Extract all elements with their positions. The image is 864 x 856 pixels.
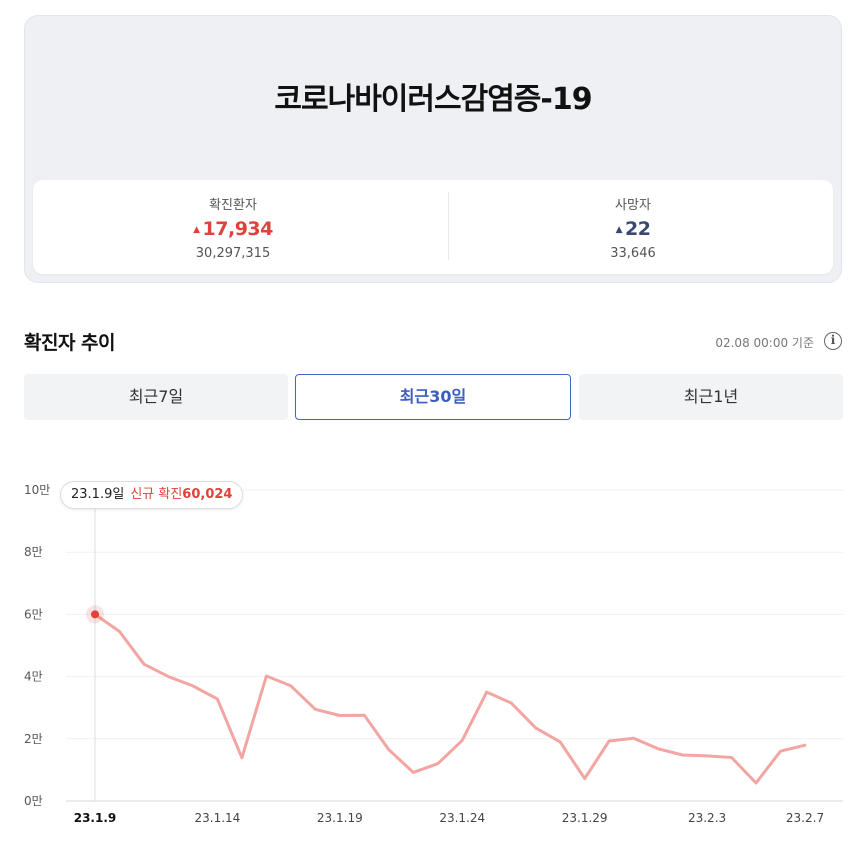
trend-section-title: 확진자 추이 [24, 332, 116, 354]
confirmed-label: 확진환자 [209, 198, 257, 213]
stats-panel: 확진환자 ▲ 17,934 30,297,315 사망자 ▲ 22 33,646 [33, 180, 833, 274]
chart-tooltip: 23.1.9일 신규 확진60,024 [60, 481, 244, 509]
tab-recent-7-days[interactable]: 최근7일 [24, 374, 288, 420]
up-triangle-icon: ▲ [615, 225, 623, 235]
y-tick-label: 8만 [24, 545, 43, 559]
tooltip-value: 60,024 [182, 487, 233, 502]
y-tick-label: 4만 [24, 670, 43, 684]
y-tick-label: 10만 [24, 483, 50, 497]
deaths-label: 사망자 [615, 198, 651, 213]
x-tick-label: 23.2.7 [786, 811, 824, 825]
covid-summary-card: 코로나바이러스감염증-19 확진환자 ▲ 17,934 30,297,315 사망… [24, 15, 842, 283]
deaths-delta-value: 22 [624, 218, 651, 240]
y-tick-label: 0만 [24, 794, 43, 808]
y-tick-label: 2만 [24, 732, 43, 746]
x-tick-label: 23.1.24 [439, 811, 485, 825]
series-line [93, 612, 807, 785]
x-tick-label: 23.1.29 [562, 811, 608, 825]
confirmed-stat: 확진환자 ▲ 17,934 30,297,315 [33, 180, 433, 274]
x-tick-label: 23.1.14 [195, 811, 241, 825]
y-tick-label: 6만 [24, 607, 43, 621]
info-icon[interactable]: i [824, 332, 842, 350]
deaths-total: 33,646 [610, 246, 656, 261]
tab-recent-1-year[interactable]: 최근1년 [579, 374, 843, 420]
tab-recent-30-days[interactable]: 최근30일 [295, 374, 571, 420]
tooltip-date: 23.1.9일 [71, 487, 125, 502]
confirmed-delta-value: 17,934 [202, 218, 274, 240]
x-tick-label: 23.1.9 [74, 811, 117, 825]
card-title: 코로나바이러스감염증-19 [274, 82, 592, 117]
deaths-delta: ▲ 22 [433, 218, 833, 240]
confirmed-delta: ▲ 17,934 [33, 218, 433, 240]
highlight-point[interactable] [91, 610, 99, 619]
deaths-stat: 사망자 ▲ 22 33,646 [433, 180, 833, 274]
base-time: 02.08 00:00 기준 [715, 336, 814, 350]
tooltip-label: 신규 확진 [130, 487, 183, 502]
up-triangle-icon: ▲ [193, 225, 200, 235]
stats-divider [448, 192, 449, 260]
confirmed-total: 30,297,315 [195, 246, 271, 261]
x-tick-label: 23.1.19 [317, 811, 363, 825]
x-tick-label: 23.2.3 [688, 811, 726, 825]
